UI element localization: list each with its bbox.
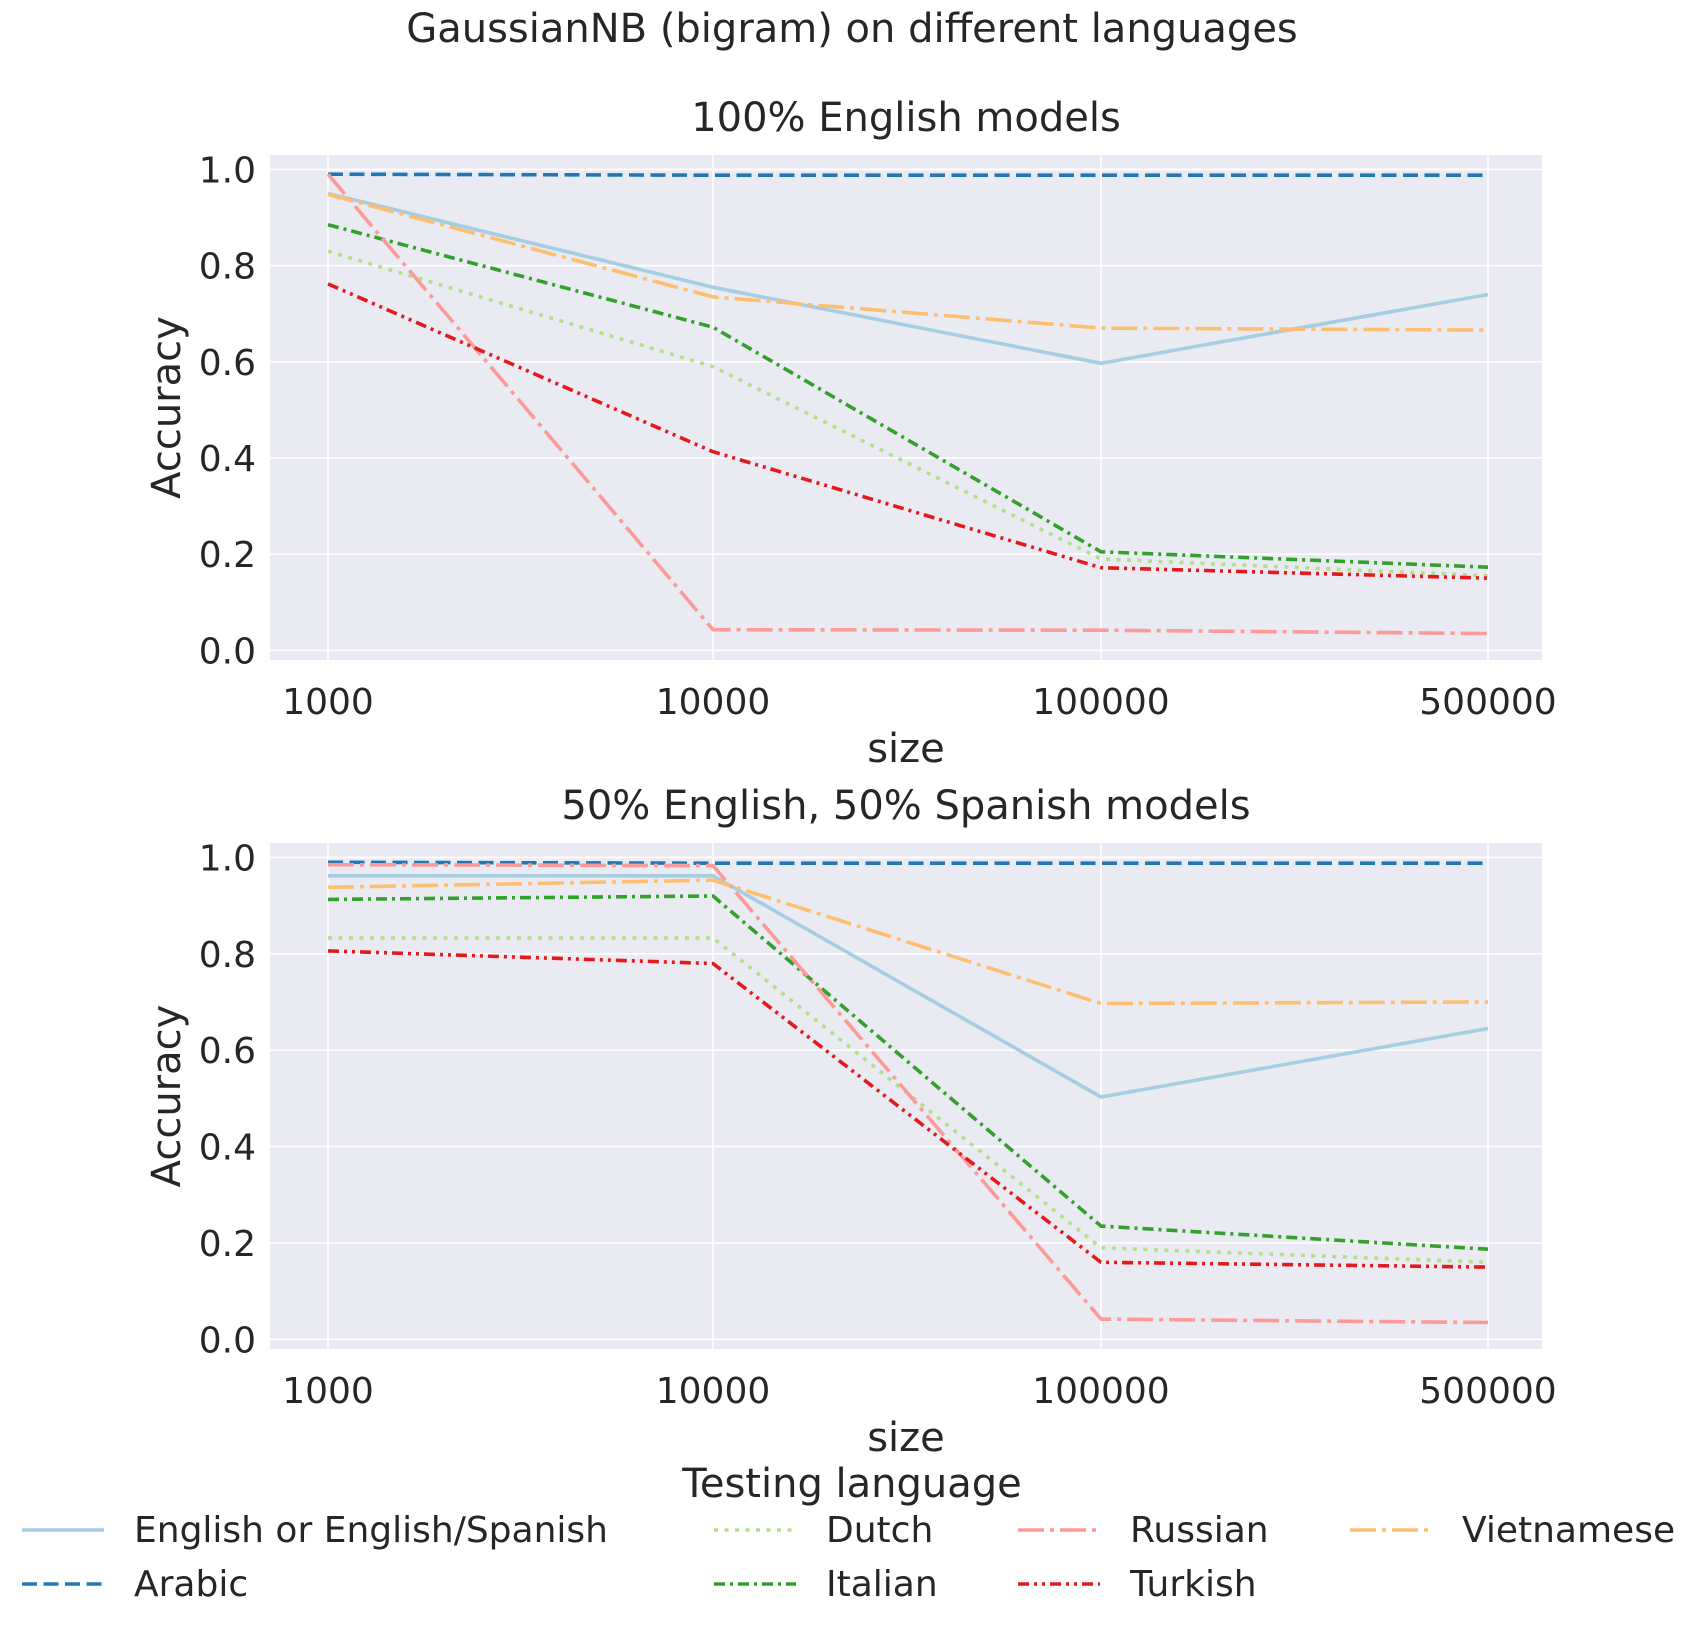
y-tick-label: 1.0 — [199, 150, 256, 191]
series-line-turkish — [327, 949, 1489, 1269]
x-tick-label: 100000 — [1032, 1371, 1169, 1412]
x-tick-label: 500000 — [1419, 1371, 1556, 1412]
series-line-english-or-english-spanish — [328, 873, 1489, 1099]
y-tick-label: 0.6 — [199, 1031, 256, 1072]
subplot-english: 0.0 0.2 0.4 0.6 0.8 1.0 1000 10000 100000 500000 1… — [144, 95, 1557, 772]
figure-suptitle: GaussianNB (bigram) on different languag… — [406, 6, 1298, 52]
y-tick-label: 0.0 — [199, 631, 256, 672]
legend-title: Testing language — [681, 1461, 1022, 1507]
x-tick-label: 10000 — [656, 1371, 771, 1412]
series-line-turkish — [327, 282, 1489, 580]
series-line-russian — [327, 862, 1489, 1325]
series-line-italian — [327, 222, 1489, 569]
x-tick-label: 10000 — [656, 682, 771, 723]
y-axis-label: Accuracy — [144, 316, 190, 499]
x-axis-label: size — [867, 726, 945, 772]
legend-label: Vietnamese — [1462, 1510, 1675, 1551]
subplot-title: 50% English, 50% Spanish models — [561, 783, 1250, 829]
legend-label: Dutch — [826, 1510, 933, 1551]
y-tick-label: 0.8 — [199, 247, 256, 288]
y-tick-label: 0.4 — [199, 1128, 256, 1169]
series-line-vietnamese — [327, 192, 1489, 332]
legend-label: Russian — [1130, 1510, 1269, 1551]
x-tick-label: 1000 — [282, 1371, 374, 1412]
y-tick-label: 0.6 — [199, 343, 256, 384]
y-tick-label: 0.2 — [199, 535, 256, 576]
y-tick-label: 0.4 — [199, 439, 256, 480]
legend: Testing language English or English/Span… — [22, 1461, 1675, 1605]
legend-label: Arabic — [134, 1564, 248, 1605]
legend-label: Italian — [826, 1564, 938, 1605]
series-line-vietnamese — [327, 878, 1489, 1006]
series-line-italian — [327, 894, 1489, 1251]
subplot-title: 100% English models — [691, 95, 1121, 141]
x-tick-label: 100000 — [1032, 682, 1169, 723]
legend-label: Turkish — [1129, 1564, 1257, 1605]
y-tick-label: 0.2 — [199, 1224, 256, 1265]
series-line-russian — [326, 173, 1489, 636]
legend-label: English or English/Spanish — [134, 1510, 608, 1551]
series-line-dutch — [327, 249, 1489, 578]
y-tick-label: 0.8 — [199, 935, 256, 976]
plot-area — [270, 843, 1542, 1349]
y-tick-label: 0.0 — [199, 1320, 256, 1361]
x-tick-label: 500000 — [1419, 682, 1556, 723]
x-tick-label: 1000 — [282, 682, 374, 723]
x-axis-label: size — [867, 1415, 945, 1461]
y-axis-label: Accuracy — [144, 1005, 190, 1188]
subplot-english-spanish: 0.0 0.2 0.4 0.6 0.8 1.0 1000 10000 100000 500000 5… — [144, 783, 1557, 1461]
y-tick-label: 1.0 — [199, 838, 256, 879]
plot-area — [270, 155, 1542, 660]
